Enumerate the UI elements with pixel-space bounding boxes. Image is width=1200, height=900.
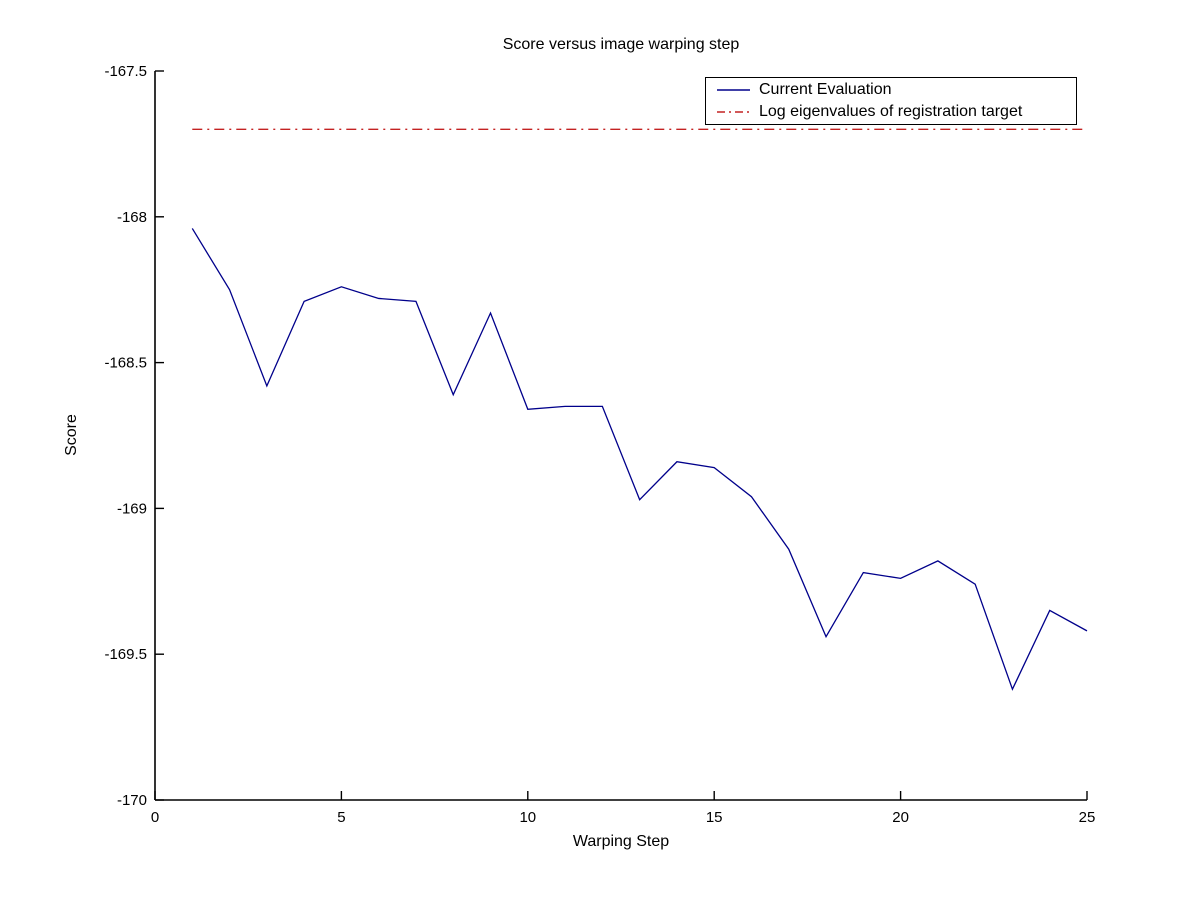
dashdot-line-sample-icon	[717, 111, 750, 113]
y-tick-label: -167.5	[104, 63, 147, 80]
x-tick-label: 25	[1079, 809, 1096, 826]
x-tick-label: 10	[519, 809, 536, 826]
evaluation-line	[191, 228, 1088, 691]
y-tick-label: -168.5	[104, 355, 147, 372]
x-tick-label: 5	[337, 809, 345, 826]
y-tick-label: -168	[117, 209, 147, 226]
y-tick-label: -169.5	[104, 646, 147, 663]
y-axis-label: Score	[63, 414, 80, 456]
x-tick-label: 20	[892, 809, 909, 826]
legend-box: Current Evaluation Log eigenvalues of re…	[705, 77, 1077, 125]
chart-title: Score versus image warping step	[502, 36, 740, 53]
x-axis-label: Warping Step	[572, 833, 670, 850]
y-tick-label: -170	[117, 792, 147, 809]
x-tick-label: 0	[151, 809, 159, 826]
legend-row-log-eigenvalues: Log eigenvalues of registration target	[706, 103, 1076, 121]
solid-line-sample-icon	[717, 89, 750, 91]
legend-label-current-evaluation: Current Evaluation	[759, 81, 892, 98]
x-tick-label: 15	[706, 809, 723, 826]
legend-label-log-eigenvalues: Log eigenvalues of registration target	[759, 103, 1023, 120]
y-tick-label: -169	[117, 500, 147, 517]
legend-row-current-evaluation: Current Evaluation	[706, 81, 1076, 99]
